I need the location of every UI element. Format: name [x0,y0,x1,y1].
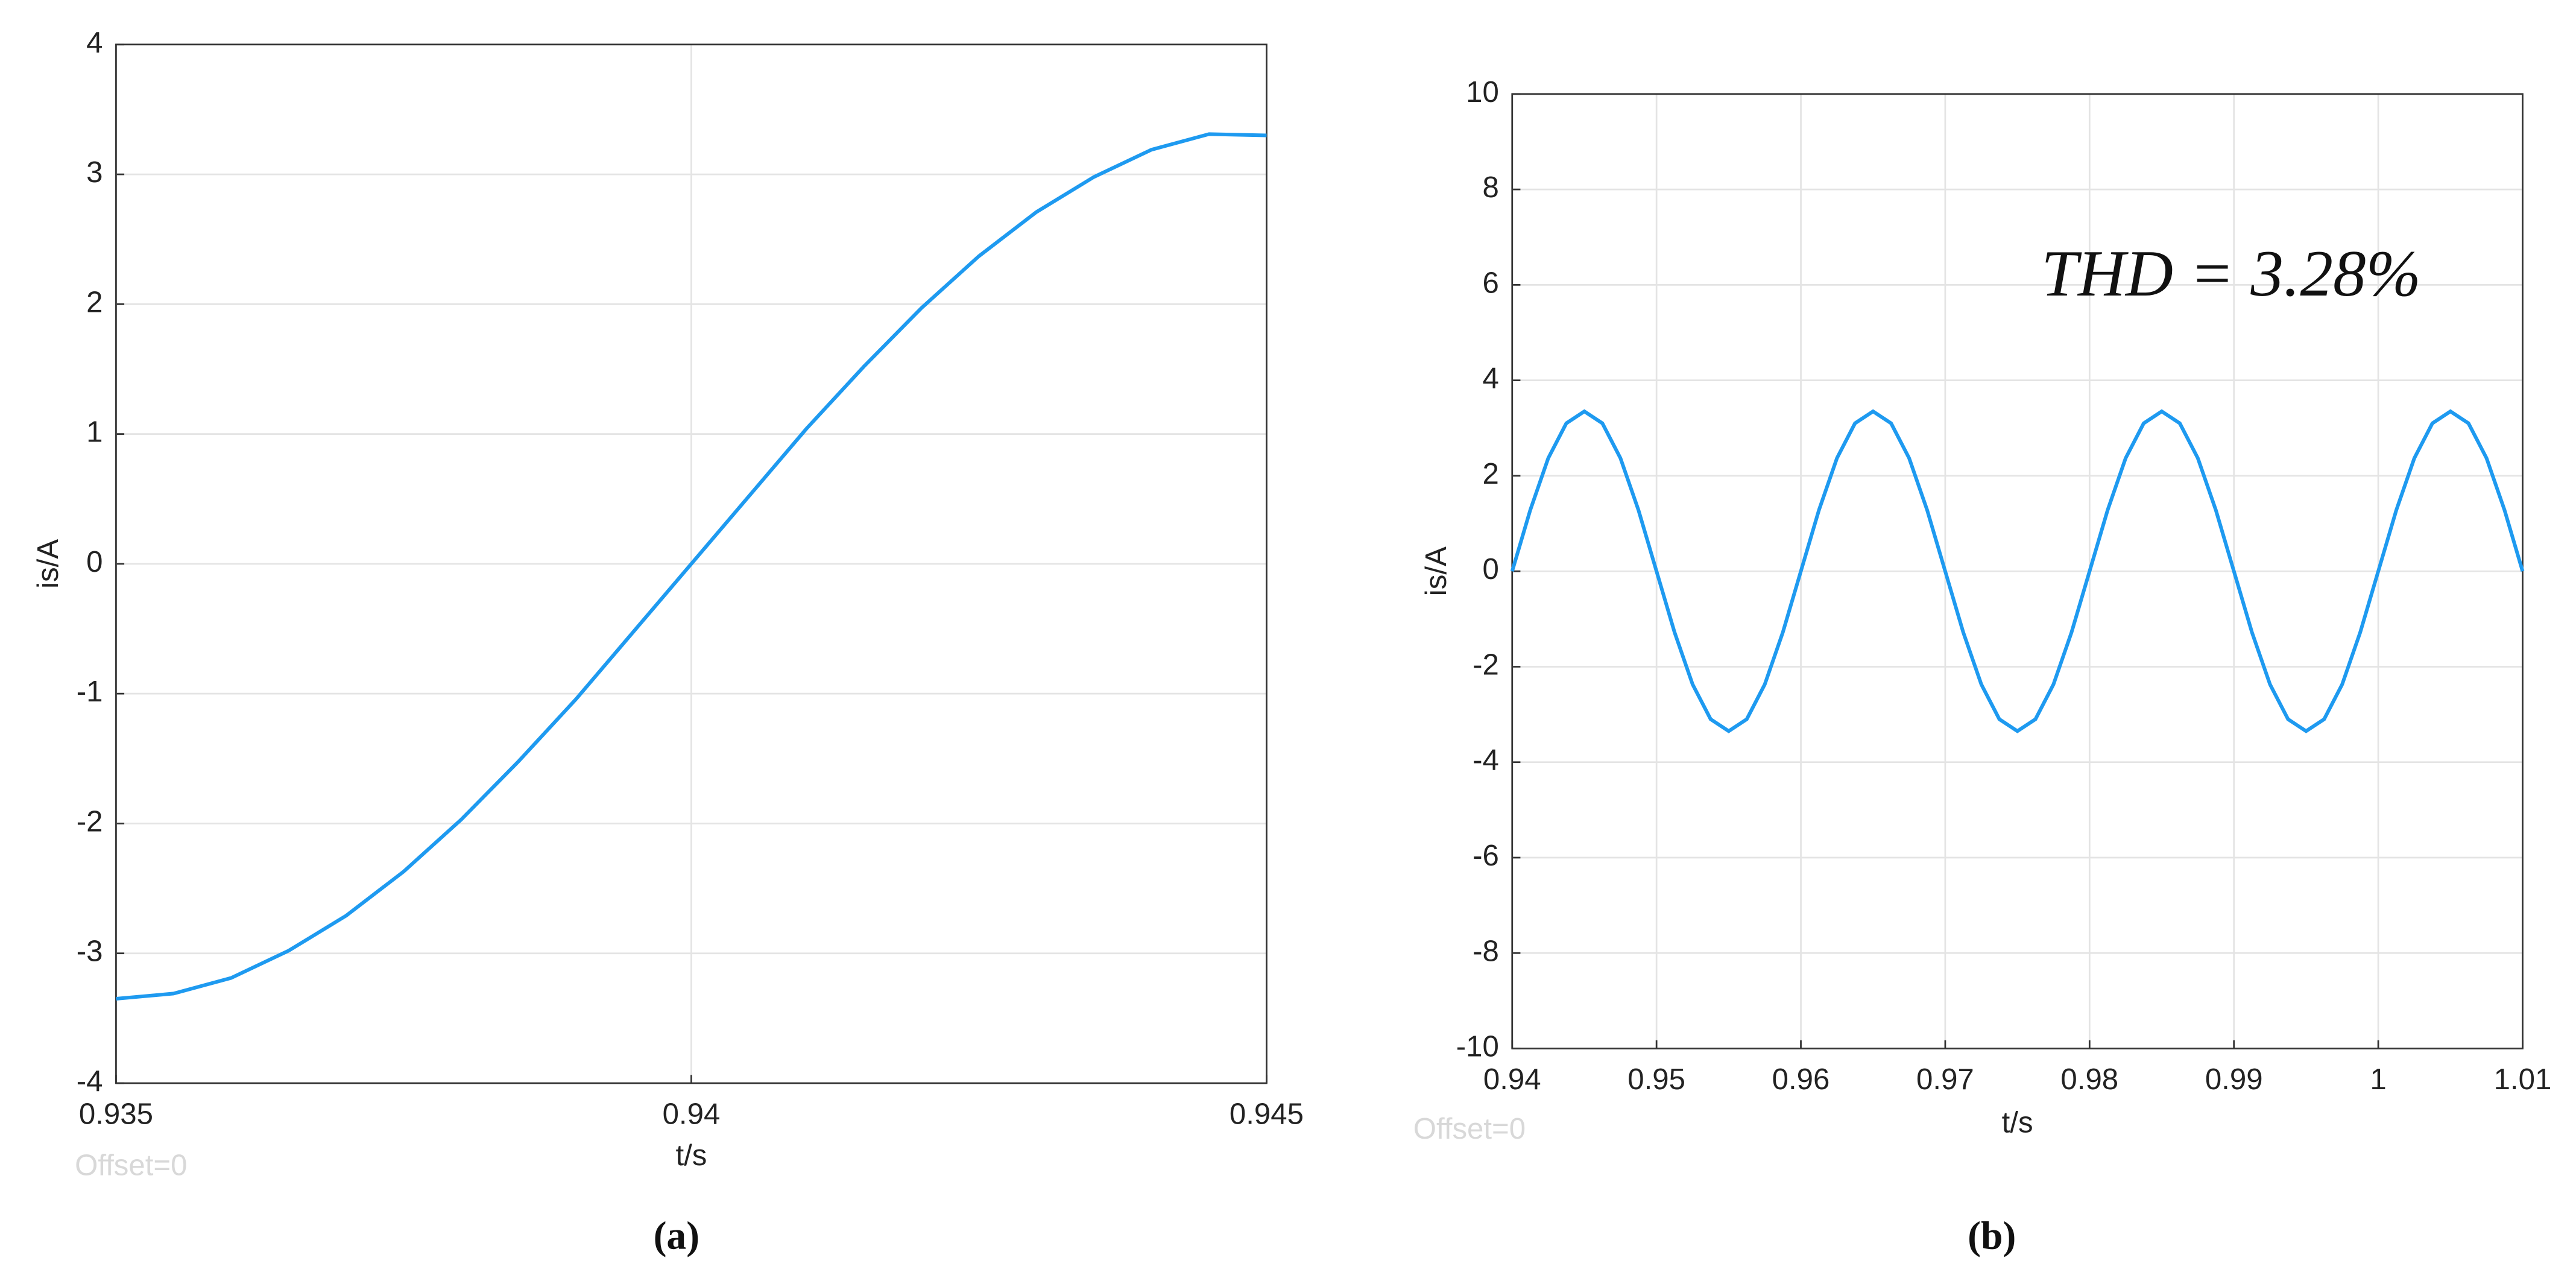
x-tick-label: 0.935 [79,1098,153,1131]
y-tick-label: 6 [1483,266,1499,299]
x-tick-label: 0.94 [663,1098,721,1131]
x-tick-label: 0.94 [1483,1063,1541,1096]
x-tick-label: 1.01 [2494,1063,2552,1096]
plot-frame [115,43,1267,1084]
y-axis-label: is/A [31,539,65,589]
caption: (b) [1968,1215,2016,1258]
data-line [116,132,1267,1001]
y-tick-label: -4 [77,1064,103,1098]
offset-note: Offset=0 [75,1148,187,1181]
y-tick-label: 0 [1483,552,1499,586]
y-tick-label: -3 [77,935,103,968]
x-tick-label: 0.99 [2205,1063,2263,1096]
y-tick-label: -6 [1473,839,1499,872]
x-tick-label: 0.945 [1230,1098,1304,1131]
y-tick-label: 2 [86,285,103,318]
x-axis-label: t/s [675,1139,707,1172]
x-tick-label: 1 [2370,1063,2386,1096]
offset-note: Offset=0 [1413,1112,1526,1145]
y-tick-label: -8 [1473,934,1499,967]
y-tick-label: -10 [1456,1030,1499,1063]
y-tick-label: 4 [86,26,103,59]
y-tick-label: -4 [1473,744,1499,777]
y-tick-label: 2 [1483,457,1499,490]
x-tick-label: 0.96 [1772,1063,1830,1096]
y-tick-label: -2 [77,805,103,838]
x-tick-label: 0.97 [1916,1063,1974,1096]
annotation: THD = 3.28% [2041,237,2421,310]
y-tick-label: 8 [1483,171,1499,204]
y-tick-label: 4 [1483,362,1499,395]
y-tick-label: 10 [1466,75,1499,109]
data-line [1510,409,2525,733]
y-tick-label: 3 [86,156,103,189]
y-tick-label: -1 [77,675,103,708]
x-tick-label: 0.95 [1627,1063,1685,1096]
y-axis-label: is/A [1419,546,1453,596]
x-axis-label: t/s [2002,1105,2033,1139]
y-tick-label: 0 [86,545,103,578]
caption: (a) [654,1215,699,1258]
y-tick-label: -2 [1473,648,1499,681]
x-tick-label: 0.98 [2060,1063,2118,1096]
y-tick-label: 1 [86,416,103,449]
